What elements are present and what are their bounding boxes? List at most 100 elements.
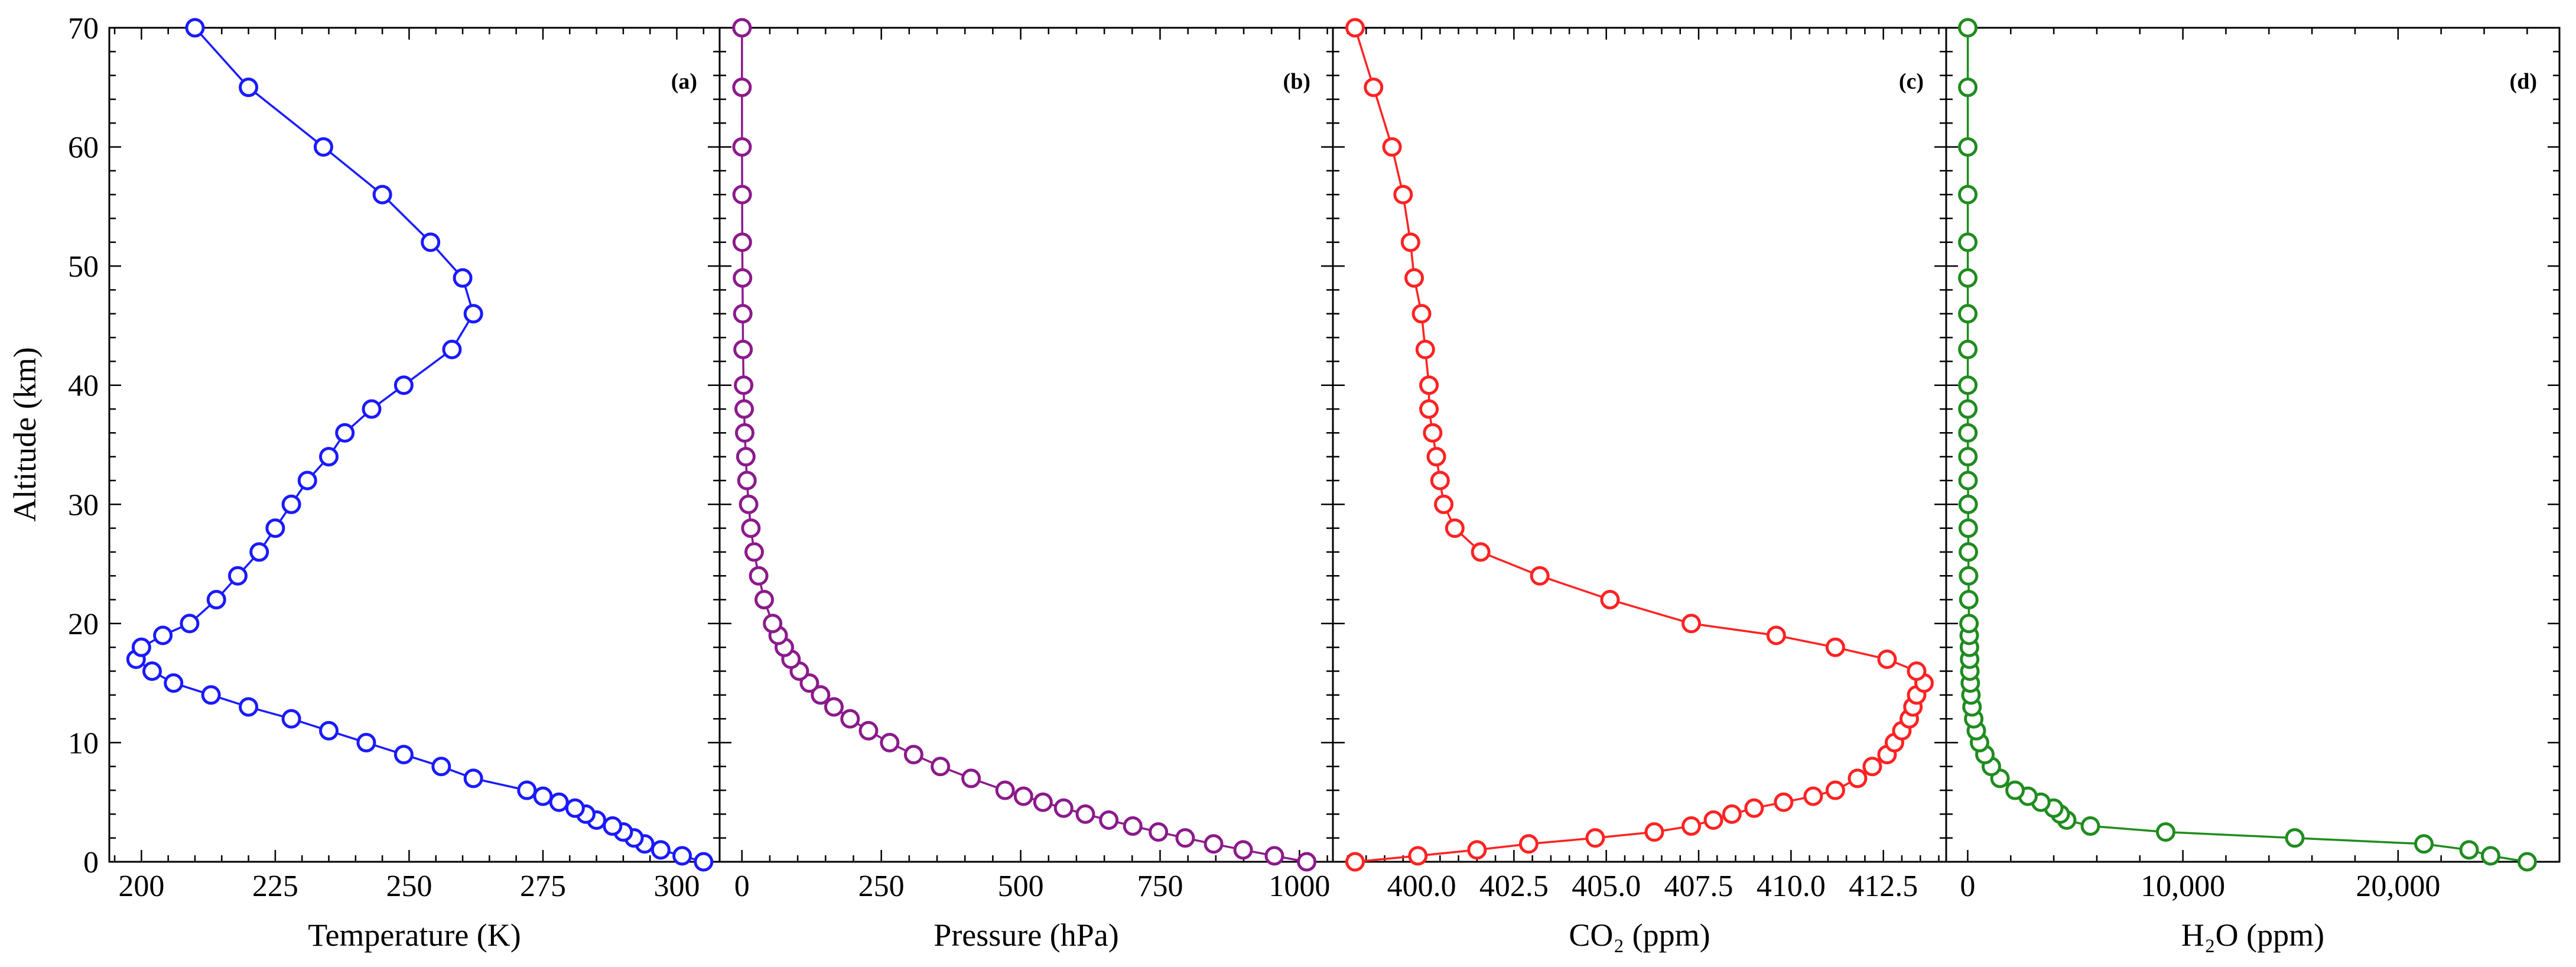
temperature-data-point	[131, 637, 151, 657]
co2-data-point	[1404, 268, 1424, 288]
co2-data-point	[1345, 18, 1365, 38]
temperature-data-point	[249, 542, 269, 562]
co2-data-point	[1848, 768, 1868, 788]
temperature-data-point	[185, 18, 205, 38]
temperature-data-point	[201, 685, 221, 705]
temperature-data-point	[281, 494, 301, 514]
pressure-data-point	[732, 77, 752, 98]
co2-data-point	[1426, 447, 1446, 467]
pressure-data-point	[1149, 822, 1169, 842]
co2-data-point	[1419, 375, 1439, 395]
co2-data-point	[1825, 780, 1845, 800]
pressure-data-point	[734, 423, 754, 443]
h2o-data-point	[1959, 542, 1979, 562]
temperature-data-point	[239, 697, 259, 717]
co2-data-point	[1681, 614, 1702, 634]
co2-data-point	[1393, 184, 1413, 205]
y-tick-label: 0	[83, 846, 99, 880]
pressure-data-point	[1233, 840, 1253, 860]
pressure-data-point	[739, 494, 759, 514]
temperature-data-point	[206, 590, 226, 610]
temperature-data-point	[672, 846, 692, 866]
pressure-data-point	[736, 447, 756, 467]
temperature-data-point	[142, 661, 162, 681]
co2-data-point	[1345, 852, 1365, 872]
co2-x-tick-label: 407.5	[1664, 869, 1733, 903]
temperature-data-point	[362, 399, 382, 419]
pressure-data-point	[903, 745, 923, 765]
h2o-data-point	[1958, 184, 1978, 205]
pressure-data-point	[732, 137, 752, 157]
temperature-data-point	[442, 339, 462, 359]
h2o-data-point	[1958, 494, 1978, 514]
co2-data-point	[1825, 637, 1845, 657]
pressure-data-point	[1264, 846, 1284, 866]
h2o-data-point	[1958, 77, 1978, 98]
temperature-data-point	[319, 721, 339, 741]
pressure-data-point	[1053, 798, 1074, 818]
temperature-x-tick-label: 225	[252, 869, 298, 903]
temperature-data-point	[356, 732, 376, 752]
pressure-data-point	[763, 614, 783, 634]
temperature-data-point	[313, 137, 333, 157]
pressure-x-tick-label: 0	[734, 869, 750, 903]
pressure-data-point	[824, 697, 844, 717]
h2o-data-point	[1958, 339, 1978, 359]
y-tick-label: 70	[68, 12, 99, 46]
pressure-data-point	[995, 780, 1015, 800]
pressure-data-point	[732, 18, 752, 38]
co2-x-tick-label: 402.5	[1479, 869, 1549, 903]
h2o-data-point	[1959, 566, 1979, 586]
y-tick-label: 20	[68, 608, 99, 641]
co2-data-point	[1766, 625, 1786, 645]
y-tick-label: 10	[68, 726, 99, 760]
pressure-data-point	[1297, 852, 1317, 872]
co2-x-tick-label: 405.0	[1572, 869, 1641, 903]
temperature-x-tick-label: 250	[386, 869, 432, 903]
pressure-data-point	[880, 732, 900, 752]
h2o-data-point	[1959, 590, 1979, 610]
temperature-x-tick-label: 300	[654, 869, 700, 903]
co2-data-point	[1803, 786, 1823, 806]
h2o-x-tick-label: 20,000	[2356, 869, 2440, 903]
co2-data-point	[1774, 792, 1794, 812]
h2o-data-point	[2459, 840, 2479, 860]
h2o-data-point	[2517, 852, 2537, 872]
pressure-x-tick-label: 1000	[1269, 869, 1330, 903]
temperature-x-tick-label: 200	[118, 869, 164, 903]
temperature-data-point	[281, 709, 301, 729]
h2o-data-point	[2480, 846, 2500, 866]
co2-data-point	[1434, 494, 1454, 514]
pressure-x-tick-label: 500	[998, 869, 1044, 903]
h2o-data-point	[1958, 447, 1978, 467]
co2-data-point	[1585, 828, 1605, 848]
panel-c-co2: (c) CO₂ (ppm) 400.0 402.5 405.0 407.5 410.0 4…	[1332, 18, 1947, 953]
pressure-data-point	[811, 685, 831, 705]
h2o-plot-frame	[1945, 27, 2561, 863]
temperature-data-point	[603, 816, 623, 836]
pressure-x-tick-label: 750	[1137, 869, 1183, 903]
panel-b-pressure: (b) Pressure (hPa) 0 250 500 750 1000	[718, 18, 1334, 953]
pressure-plot-frame	[718, 27, 1334, 863]
co2-data-point	[1467, 840, 1487, 860]
temperature-data-point	[694, 852, 714, 872]
co2-data-point	[1445, 518, 1465, 538]
pressure-data-point	[1013, 786, 1033, 806]
temperature-plot-frame	[108, 27, 721, 863]
h2o-series-line	[1966, 28, 2528, 863]
temperature-data-point	[372, 184, 392, 205]
co2-data-point	[1419, 399, 1439, 419]
panel-d-h2o: (d) H₂O (ppm) 0 10,000 20,000	[1945, 18, 2561, 953]
temperature-x-axis-label: Temperature (K)	[308, 917, 521, 953]
pressure-data-point	[732, 232, 752, 252]
y-tick-label: 40	[68, 369, 99, 403]
pressure-series-line	[741, 28, 1307, 863]
h2o-data-point	[2080, 816, 2100, 836]
pressure-data-point	[799, 673, 819, 693]
pressure-x-tick-label: 250	[858, 869, 905, 903]
pressure-data-point	[733, 268, 753, 288]
panel-c-tag: (c)	[1899, 69, 1924, 94]
temperature-data-point	[297, 470, 317, 491]
h2o-data-point	[1958, 232, 1978, 252]
temperature-data-point	[421, 232, 441, 252]
